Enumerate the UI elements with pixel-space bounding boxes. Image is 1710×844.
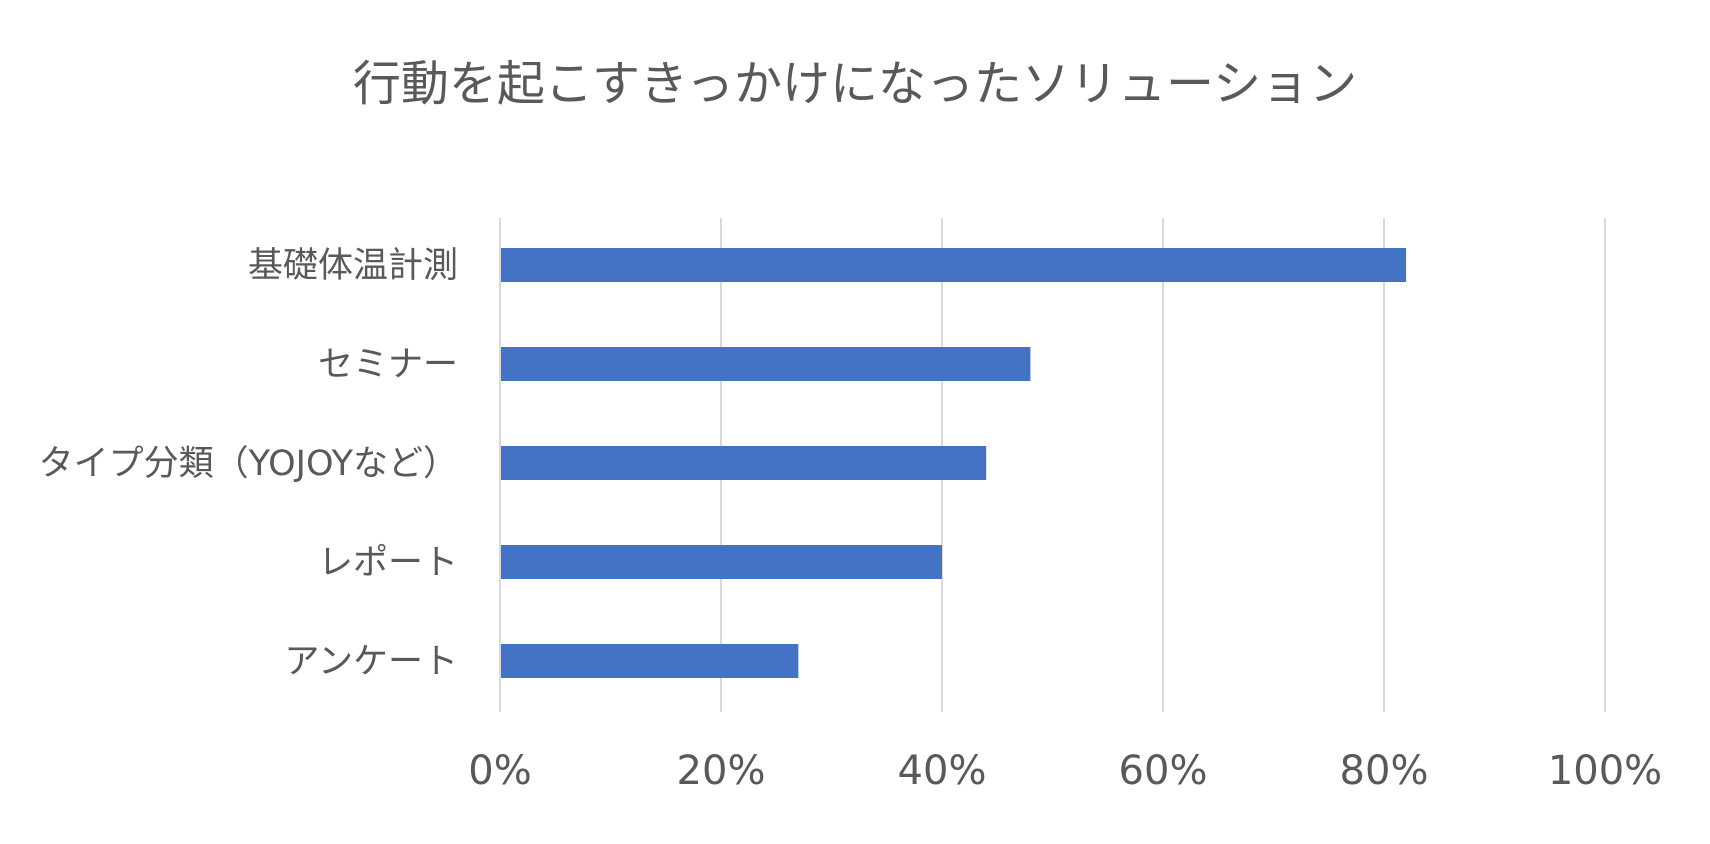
bar xyxy=(501,545,942,579)
bars xyxy=(501,248,1407,678)
category-label: セミナー xyxy=(318,345,458,385)
chart-title: 行動を起こすきっかけになったソリューション xyxy=(353,56,1357,112)
x-tick-label: 0% xyxy=(468,748,531,794)
category-label: 基礎体温計測 xyxy=(248,246,458,286)
x-axis-tick-labels: 0% 20% 40% 60% 80% 100% xyxy=(468,748,1662,794)
category-label: レポート xyxy=(318,543,458,583)
x-tick-label: 20% xyxy=(677,748,766,794)
x-tick-label: 100% xyxy=(1548,748,1662,794)
x-tick-label: 40% xyxy=(898,748,987,794)
bar xyxy=(501,347,1031,381)
category-label: タイプ分類（YOJOYなど） xyxy=(39,444,458,484)
bar xyxy=(501,248,1407,282)
bar xyxy=(501,446,987,480)
bar xyxy=(501,644,799,678)
x-tick-label: 80% xyxy=(1340,748,1429,794)
category-label: アンケート xyxy=(284,642,458,682)
x-tick-label: 60% xyxy=(1119,748,1208,794)
